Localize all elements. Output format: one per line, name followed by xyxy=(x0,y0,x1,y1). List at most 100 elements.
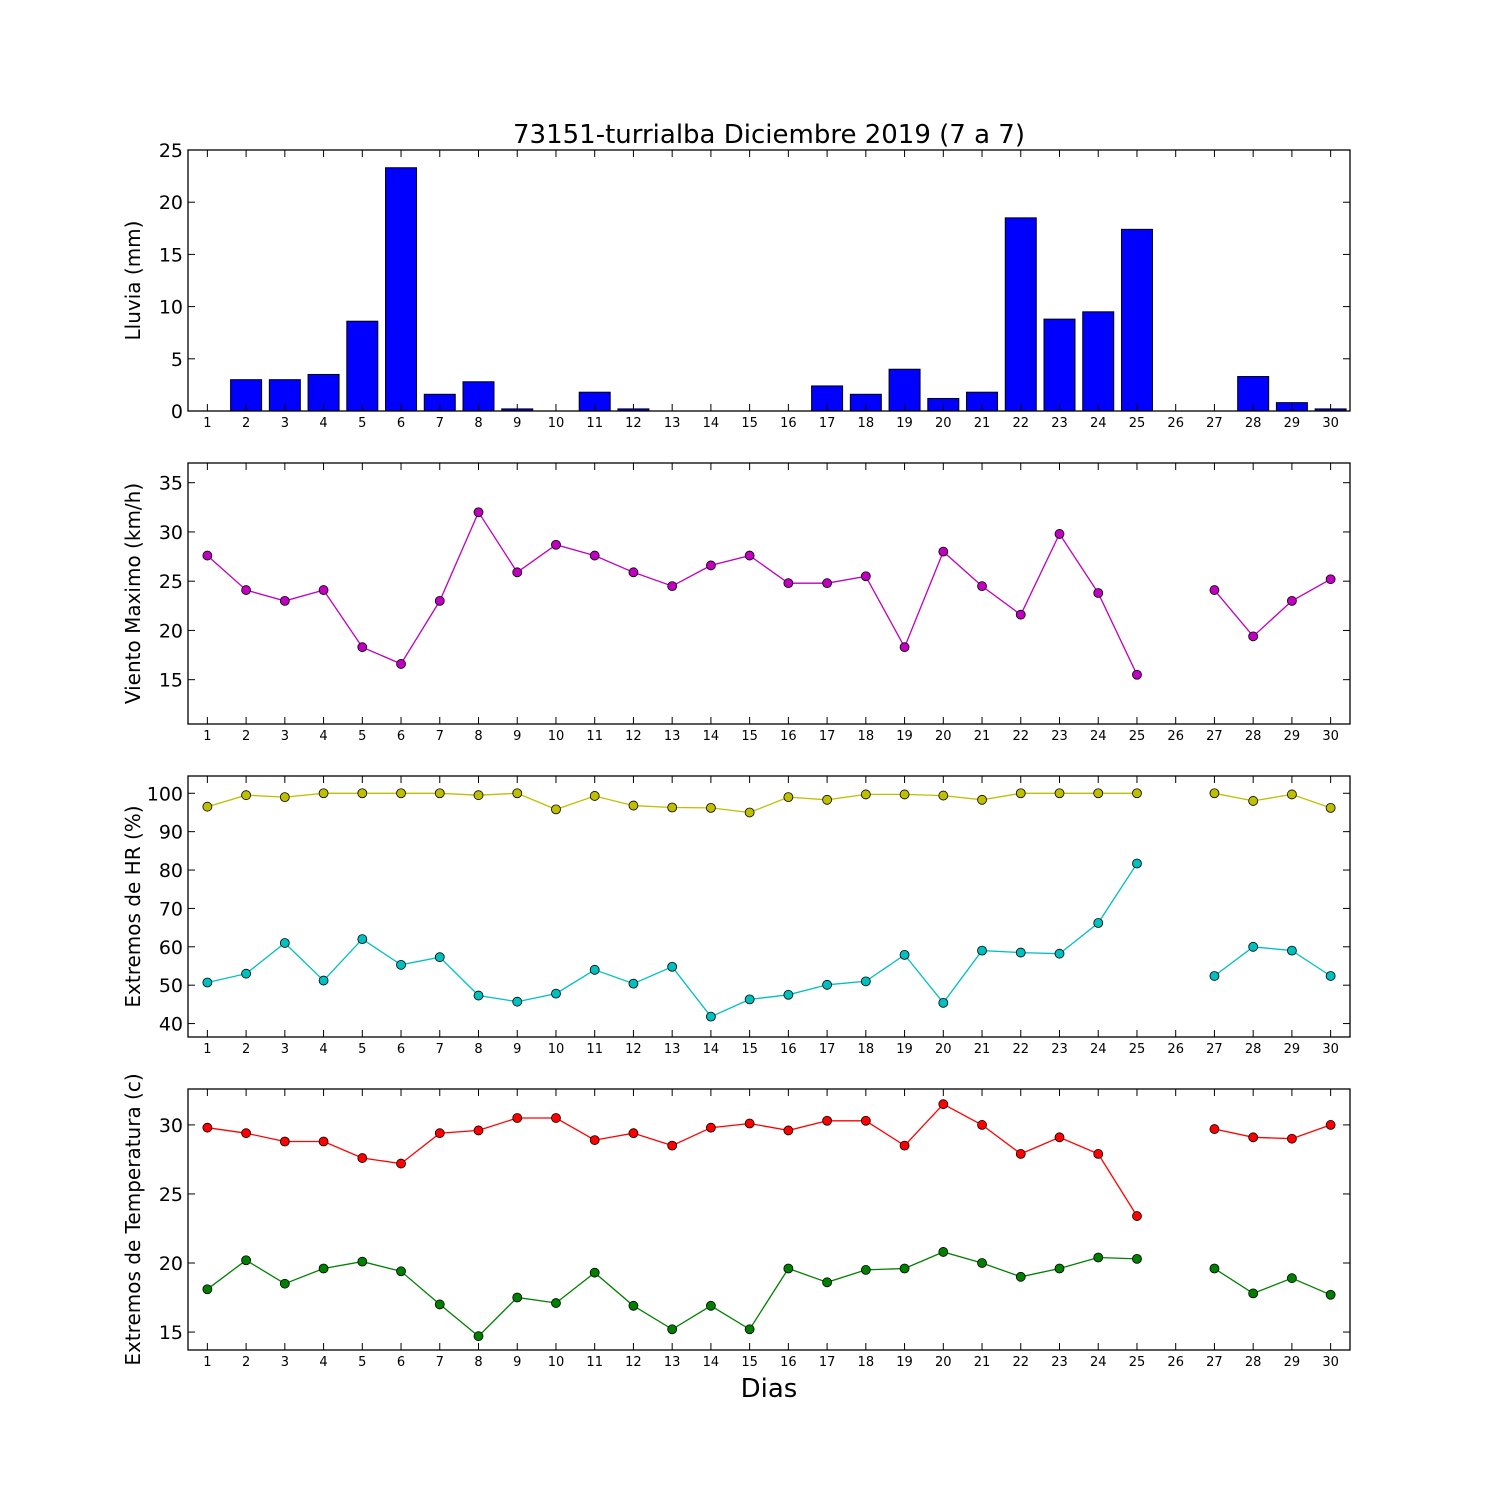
point-day-13 xyxy=(667,581,678,592)
bar-day-22 xyxy=(1004,217,1037,412)
y-axis-label: Extremos de Temperatura (c) xyxy=(121,1073,145,1365)
x-tick-label: 15 xyxy=(741,729,758,744)
x-tick-label: 20 xyxy=(935,729,952,744)
x-tick-label: 7 xyxy=(436,1355,444,1370)
y-tick-label: 15 xyxy=(159,670,183,692)
x-tick-label: 10 xyxy=(548,1042,565,1057)
point-day-8 xyxy=(473,990,484,1001)
y-tick-label: 10 xyxy=(159,297,183,319)
x-tick-label: 21 xyxy=(974,416,991,431)
point-day-6 xyxy=(396,788,406,799)
x-tick-label: 26 xyxy=(1167,1355,1184,1370)
point-day-28 xyxy=(1248,1288,1259,1299)
point-day-21 xyxy=(977,1258,987,1268)
x-tick-label: 29 xyxy=(1284,416,1301,431)
point-day-30 xyxy=(1325,1120,1336,1130)
x-tick-label: 9 xyxy=(513,1042,521,1057)
x-tick-label: 17 xyxy=(819,1042,836,1057)
x-tick-label: 13 xyxy=(664,416,681,431)
point-day-6 xyxy=(396,1158,406,1169)
point-day-7 xyxy=(434,952,445,963)
point-day-14 xyxy=(706,1122,716,1133)
x-tick-label: 27 xyxy=(1206,729,1223,744)
x-tick-label: 4 xyxy=(319,729,327,744)
point-day-3 xyxy=(279,595,290,606)
series-line xyxy=(1213,578,1331,638)
point-day-22 xyxy=(1015,947,1026,958)
point-day-12 xyxy=(628,978,639,989)
point-day-3 xyxy=(279,938,290,948)
point-day-4 xyxy=(318,975,329,986)
point-day-27 xyxy=(1209,1124,1220,1134)
point-day-17 xyxy=(822,578,832,589)
point-day-24 xyxy=(1093,1149,1104,1159)
x-tick-label: 23 xyxy=(1051,1042,1068,1057)
x-tick-label: 19 xyxy=(896,416,913,431)
series-1 xyxy=(202,788,1336,818)
x-tick-label: 24 xyxy=(1090,416,1107,431)
series-line xyxy=(1214,1124,1331,1140)
point-day-17 xyxy=(822,1277,832,1288)
point-day-7 xyxy=(434,1128,445,1139)
x-tick-label: 5 xyxy=(358,1042,366,1057)
point-day-13 xyxy=(667,1324,678,1335)
point-day-20 xyxy=(938,1099,949,1110)
point-day-15 xyxy=(744,550,755,561)
point-day-23 xyxy=(1054,1132,1065,1143)
x-tick-label: 11 xyxy=(586,729,603,744)
point-day-19 xyxy=(899,789,910,800)
point-day-10 xyxy=(551,1298,561,1308)
point-day-18 xyxy=(860,571,871,582)
point-day-16 xyxy=(783,1125,794,1136)
x-tick-label: 13 xyxy=(664,729,681,744)
point-day-28 xyxy=(1248,941,1259,952)
point-day-25 xyxy=(1132,669,1142,680)
y-tick-label: 30 xyxy=(159,1115,183,1137)
x-tick-label: 23 xyxy=(1051,416,1068,431)
point-day-29 xyxy=(1287,1273,1297,1284)
y-tick-label: 70 xyxy=(159,898,183,920)
y-tick-label: 50 xyxy=(159,975,183,997)
point-day-29 xyxy=(1287,595,1297,606)
x-tick-label: 8 xyxy=(474,416,482,431)
point-day-11 xyxy=(589,1135,600,1145)
x-axis-label: Dias xyxy=(741,1374,798,1404)
x-tick-label: 1 xyxy=(203,1355,211,1370)
y-tick-label: 20 xyxy=(159,620,183,642)
point-day-16 xyxy=(783,989,794,1000)
x-tick-label: 21 xyxy=(974,1355,991,1370)
x-tick-label: 8 xyxy=(474,1042,482,1057)
y-tick-label: 35 xyxy=(159,473,183,495)
point-day-5 xyxy=(357,788,368,799)
point-day-1 xyxy=(202,977,213,988)
point-day-12 xyxy=(628,1128,639,1139)
point-day-14 xyxy=(706,1300,716,1311)
x-tick-label: 28 xyxy=(1245,1355,1262,1370)
x-tick-label: 17 xyxy=(819,416,836,431)
x-tick-label: 30 xyxy=(1322,729,1339,744)
point-day-2 xyxy=(241,1128,252,1139)
x-tick-label: 20 xyxy=(935,1355,952,1370)
point-day-4 xyxy=(318,1136,329,1147)
x-tick-label: 12 xyxy=(625,1355,642,1370)
point-day-23 xyxy=(1054,788,1065,799)
x-tick-label: 23 xyxy=(1051,729,1068,744)
point-day-8 xyxy=(473,1331,484,1342)
bar-day-25 xyxy=(1120,228,1153,412)
y-axis-label: Viento Maximo (km/h) xyxy=(121,483,145,704)
point-day-20 xyxy=(938,546,949,557)
x-tick-label: 29 xyxy=(1284,1042,1301,1057)
point-day-20 xyxy=(938,1247,949,1257)
x-tick-label: 16 xyxy=(780,1355,797,1370)
x-tick-label: 4 xyxy=(319,1042,327,1057)
point-day-18 xyxy=(860,1115,871,1126)
x-tick-label: 3 xyxy=(281,1042,289,1057)
point-day-15 xyxy=(744,994,755,1005)
y-tick-label: 25 xyxy=(159,140,183,162)
x-tick-label: 26 xyxy=(1167,729,1184,744)
point-day-14 xyxy=(706,802,716,813)
point-day-30 xyxy=(1325,971,1336,981)
x-tick-label: 5 xyxy=(358,1355,366,1370)
